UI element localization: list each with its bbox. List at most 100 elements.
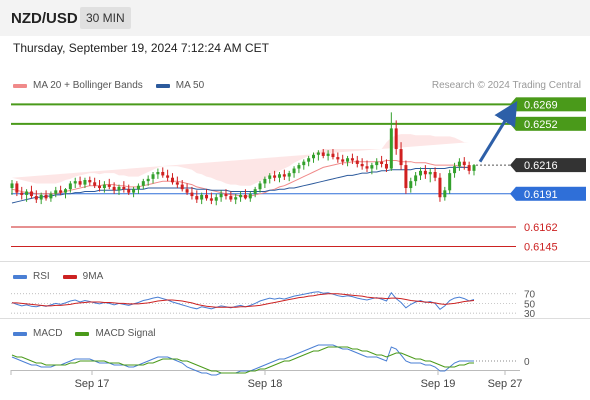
rsi-ma-legend-label: 9MA [82, 271, 104, 282]
candle-body [49, 193, 53, 199]
x-axis-label: Sep 27 [488, 378, 523, 390]
candle-body [253, 189, 257, 194]
candle-body [360, 163, 364, 167]
price-tag-pointer [510, 158, 516, 173]
candle-body [350, 158, 354, 161]
price-tag-target [516, 116, 586, 131]
x-axis-label: Sep 19 [421, 378, 456, 390]
price-label-target: 0.6252 [524, 119, 558, 131]
candle-body [263, 178, 267, 184]
timeframe-selector[interactable]: 30 MIN [80, 7, 131, 29]
candle-body [83, 180, 87, 185]
candle-body [409, 181, 413, 189]
macd-signal-line [11, 346, 474, 374]
candle-body [151, 174, 155, 179]
candle-body [258, 183, 262, 190]
candle-body [457, 161, 461, 167]
candle-body [404, 165, 408, 189]
candle-body [39, 194, 43, 200]
candle-body [355, 160, 359, 164]
rsi-level-label: 30 [524, 309, 536, 320]
candle-body [224, 193, 228, 197]
candle-body [15, 183, 19, 193]
macd-legend-label: MACD [33, 328, 63, 339]
price-tag-pointer [510, 116, 516, 131]
candle-body [268, 175, 272, 179]
ma50-legend-label: MA 50 [175, 80, 205, 91]
candle-body [156, 171, 160, 175]
candle-body [273, 175, 277, 178]
candle-body [200, 194, 204, 200]
candle-body [63, 189, 67, 193]
rsi-ma-swatch [62, 274, 77, 279]
credit-text: Research © 2024 Trading Central [431, 80, 581, 91]
candle-body [243, 194, 247, 199]
candle-body [59, 190, 63, 193]
symbol-title: NZD/USD [11, 10, 78, 27]
candle-body [117, 186, 121, 191]
candle-body [277, 174, 281, 178]
candle-body [414, 175, 418, 182]
candle-body [326, 153, 330, 156]
macd-signal-legend-label: MACD Signal [95, 328, 156, 339]
candle-body [370, 165, 374, 169]
macd-signal-swatch [75, 331, 90, 336]
candle-body [419, 170, 423, 176]
candle-body [166, 175, 170, 178]
candle-body [44, 194, 48, 199]
candle-body [88, 180, 92, 183]
rsi-ma-line [12, 293, 475, 308]
rsi-level-label: 50 [524, 299, 536, 310]
candle-body [107, 184, 111, 187]
candle-body [112, 186, 116, 191]
candle-body [365, 166, 369, 169]
macd-line [11, 344, 474, 376]
candle-body [297, 165, 301, 169]
candle-body [141, 181, 145, 186]
candle-body [127, 189, 131, 193]
candle-body [132, 189, 136, 193]
candle-body [102, 184, 106, 189]
candle-body [336, 157, 340, 160]
candle-body [234, 197, 238, 200]
macd-swatch [13, 331, 27, 336]
price-tag-current [516, 158, 586, 173]
header-bar: NZD/USD 30 MIN [0, 0, 590, 36]
candle-body [433, 171, 437, 178]
candle-body [219, 193, 223, 198]
candle-body [68, 183, 72, 190]
candle-body [54, 190, 58, 194]
candle-body [292, 168, 296, 174]
candle-body [443, 190, 447, 198]
candle-body [375, 161, 379, 166]
candle-body [161, 171, 165, 176]
candle-body [248, 193, 252, 199]
candle-body [423, 170, 427, 175]
ma20-legend-label: MA 20 + Bollinger Bands [33, 80, 143, 91]
candle-body [78, 181, 82, 185]
candle-body [287, 173, 291, 177]
timestamp: Thursday, September 19, 2024 7:12:24 AM … [13, 41, 269, 55]
candle-body [185, 189, 189, 193]
candle-body [205, 194, 209, 199]
price-label-current: 0.6216 [524, 160, 558, 172]
rsi-level-label: 70 [524, 290, 536, 301]
candle-body [93, 182, 97, 186]
candle-body [73, 181, 77, 184]
candle-body [25, 191, 29, 195]
candle-body [229, 196, 233, 200]
candle-body [384, 163, 388, 169]
candle-body [312, 154, 316, 159]
candle-body [190, 192, 194, 197]
candle-body [307, 158, 311, 162]
candle-body [302, 161, 306, 166]
candle-body [316, 152, 320, 155]
candle-body [175, 182, 179, 185]
candle-body [180, 184, 184, 190]
rsi-legend: RSI 9MA [13, 271, 103, 282]
bollinger-band [12, 134, 470, 186]
candle-body [394, 128, 398, 150]
candle-body [195, 196, 199, 200]
candle-body [331, 153, 335, 158]
